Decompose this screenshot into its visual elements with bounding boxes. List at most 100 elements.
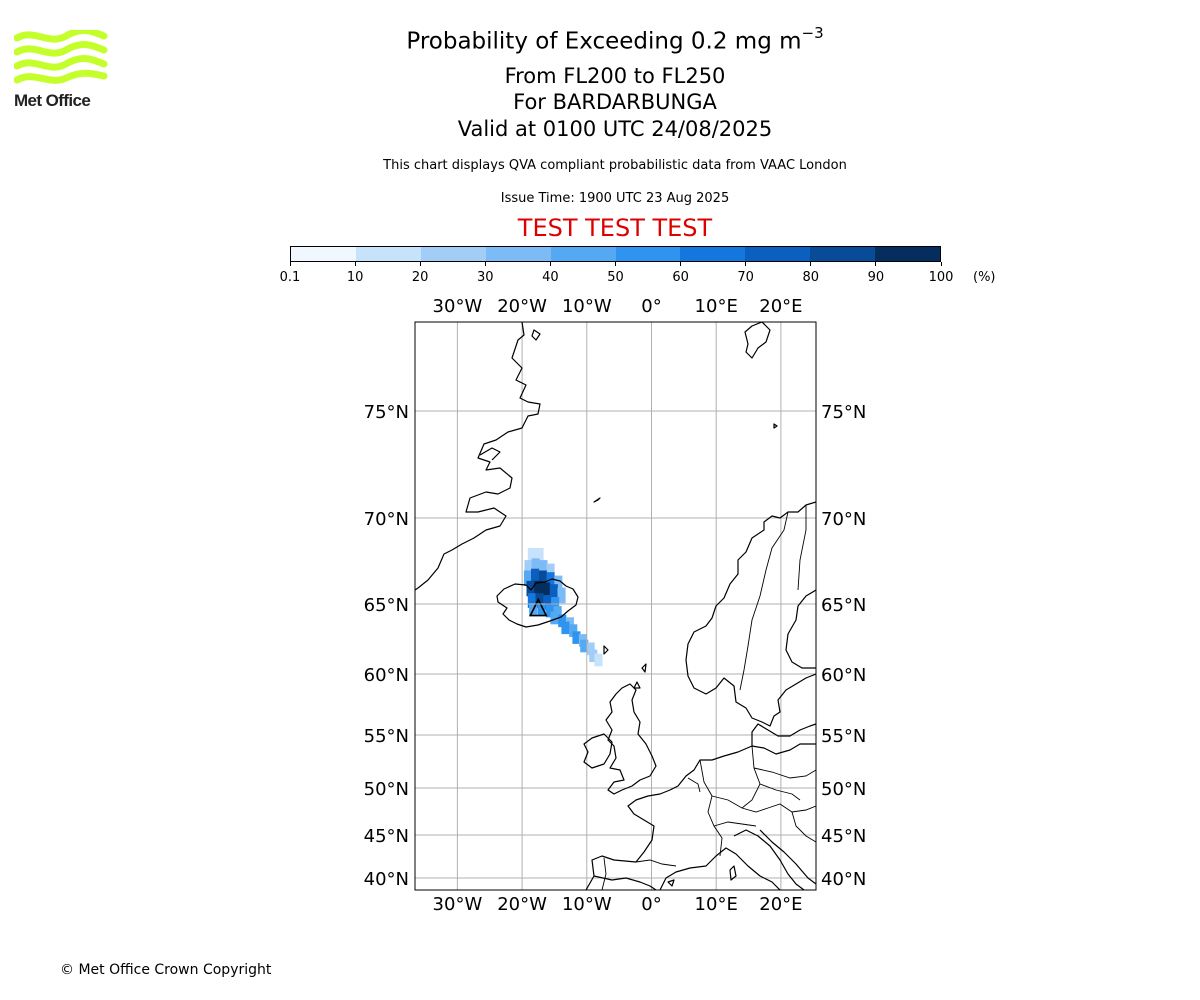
plume-cell — [554, 575, 563, 592]
plume-cell — [538, 570, 547, 586]
latitude-label: 45°N — [821, 826, 866, 847]
border-germany-south — [711, 795, 769, 813]
latitude-label: 45°N — [364, 826, 409, 847]
svalbard-coastline — [744, 322, 771, 359]
latitude-label: 65°N — [364, 595, 409, 616]
plume-cell — [569, 624, 578, 637]
colorbar-segment-0 — [291, 247, 356, 261]
longitude-label: 30°W — [433, 894, 483, 915]
colorbar-tick — [940, 262, 942, 266]
plume-cell — [561, 621, 570, 635]
longitude-label: 20°E — [759, 296, 802, 317]
valid-time: Valid at 0100 UTC 24/08/2025 — [457, 117, 773, 141]
ash-probability-plume — [523, 548, 603, 667]
plume-cell — [542, 582, 551, 598]
plume-cell — [550, 611, 559, 625]
colorbar-tick — [484, 262, 486, 266]
colorbar-tick — [354, 262, 356, 266]
plume-cell — [527, 593, 536, 608]
colorbar-segment-7 — [745, 247, 811, 261]
plume-cell — [572, 631, 581, 644]
longitude-label: 10°W — [562, 894, 612, 915]
met-office-logo-text: Met Office — [14, 91, 91, 110]
plume-cell — [537, 603, 546, 616]
colorbar-tick-label: 60 — [672, 270, 689, 285]
colorbar-tick-label: 0.1 — [279, 270, 301, 285]
copyright-notice: © Met Office Crown Copyright — [60, 962, 272, 978]
plume-cell — [557, 587, 566, 604]
plume-cell — [580, 639, 589, 653]
plume-cell — [539, 560, 548, 576]
latitude-label: 75°N — [821, 402, 866, 423]
colorbar-tick-label: 20 — [411, 270, 429, 285]
colorbar-segment-9 — [875, 247, 941, 261]
colorbar-unit: (%) — [973, 270, 996, 285]
bear-island — [773, 423, 778, 429]
chart-description: This chart displays QVA compliant probab… — [383, 158, 847, 173]
italy-coastline — [733, 829, 805, 890]
latitude-label: 40°N — [821, 869, 866, 890]
plume-cell — [558, 614, 567, 628]
longitude-label: 0° — [641, 296, 661, 317]
longitude-labels-top: 30°W 20°W 10°W 0° 10°E 20°E — [433, 296, 803, 317]
europe-coastline — [585, 743, 816, 890]
plume-cell — [589, 649, 598, 663]
latitude-labels-right: 75°N 70°N 65°N 60°N 55°N 50°N 45°N 40°N — [821, 402, 866, 890]
map-background — [415, 322, 816, 890]
longitude-label: 20°W — [497, 894, 547, 915]
adriatic-coastline — [759, 829, 816, 885]
shetland-islands — [633, 663, 647, 689]
longitude-label: 0° — [641, 894, 661, 915]
border-spain-portugal — [601, 857, 607, 890]
map-frame — [414, 321, 817, 891]
latitude-label: 55°N — [364, 726, 409, 747]
met-office-waves-icon — [13, 27, 108, 84]
issue-time: Issue Time: 1900 UTC 23 Aug 2025 — [500, 191, 730, 206]
coastlines — [415, 322, 816, 890]
colorbar-segment-5 — [615, 247, 681, 261]
plume-cell — [523, 570, 532, 586]
longitude-label: 10°W — [562, 296, 612, 317]
volcano-name: For BARDARBUNGA — [513, 90, 717, 114]
chart-title-text: Probability of Exceeding 0.2 mg m — [406, 28, 802, 55]
latitude-label: 50°N — [821, 779, 866, 800]
colorbar-segment-3 — [485, 247, 551, 261]
border-czechia — [759, 783, 801, 801]
colorbar-tick-label: 40 — [542, 270, 559, 285]
colorbar-tick-label: 10 — [346, 270, 364, 285]
border-belgium — [687, 777, 701, 793]
colorbar-segment-1 — [355, 247, 421, 261]
plume-cell — [531, 558, 540, 574]
chart-title: Probability of Exceeding 0.2 mg m−3 — [0, 24, 1200, 55]
longitude-label: 20°W — [497, 296, 547, 317]
colorbar-tick — [289, 262, 291, 266]
latitude-label: 40°N — [364, 869, 409, 890]
greenland-coastline — [415, 322, 541, 591]
chart-title-exponent: −3 — [801, 24, 824, 42]
border-balkans — [791, 811, 816, 843]
colorbar-segment-2 — [420, 247, 486, 261]
plume-cell — [526, 580, 535, 597]
latitude-label: 60°N — [821, 665, 866, 686]
balearic-islands — [667, 879, 675, 887]
colorbar-segment-6 — [680, 247, 746, 261]
colorbar-segment-8 — [810, 247, 876, 261]
latitude-label: 75°N — [364, 402, 409, 423]
finland-coastline — [785, 589, 816, 669]
country-borders — [601, 505, 816, 890]
mediterranean-coastline — [659, 847, 781, 890]
ireland-coastline — [583, 733, 613, 769]
latitude-label: 70°N — [364, 509, 409, 530]
longitude-label: 20°E — [759, 894, 802, 915]
latitude-label: 60°N — [364, 665, 409, 686]
corsica-island — [729, 865, 737, 881]
probability-colorbar — [290, 246, 941, 262]
met-office-logo: Met Office — [13, 27, 108, 112]
volcano-marker-icon — [529, 597, 548, 617]
colorbar-tick — [419, 262, 421, 266]
greenland-island — [531, 329, 541, 341]
colorbar-tick — [680, 262, 682, 266]
plume-cell — [546, 563, 555, 580]
scandinavia-coastline — [685, 501, 816, 727]
